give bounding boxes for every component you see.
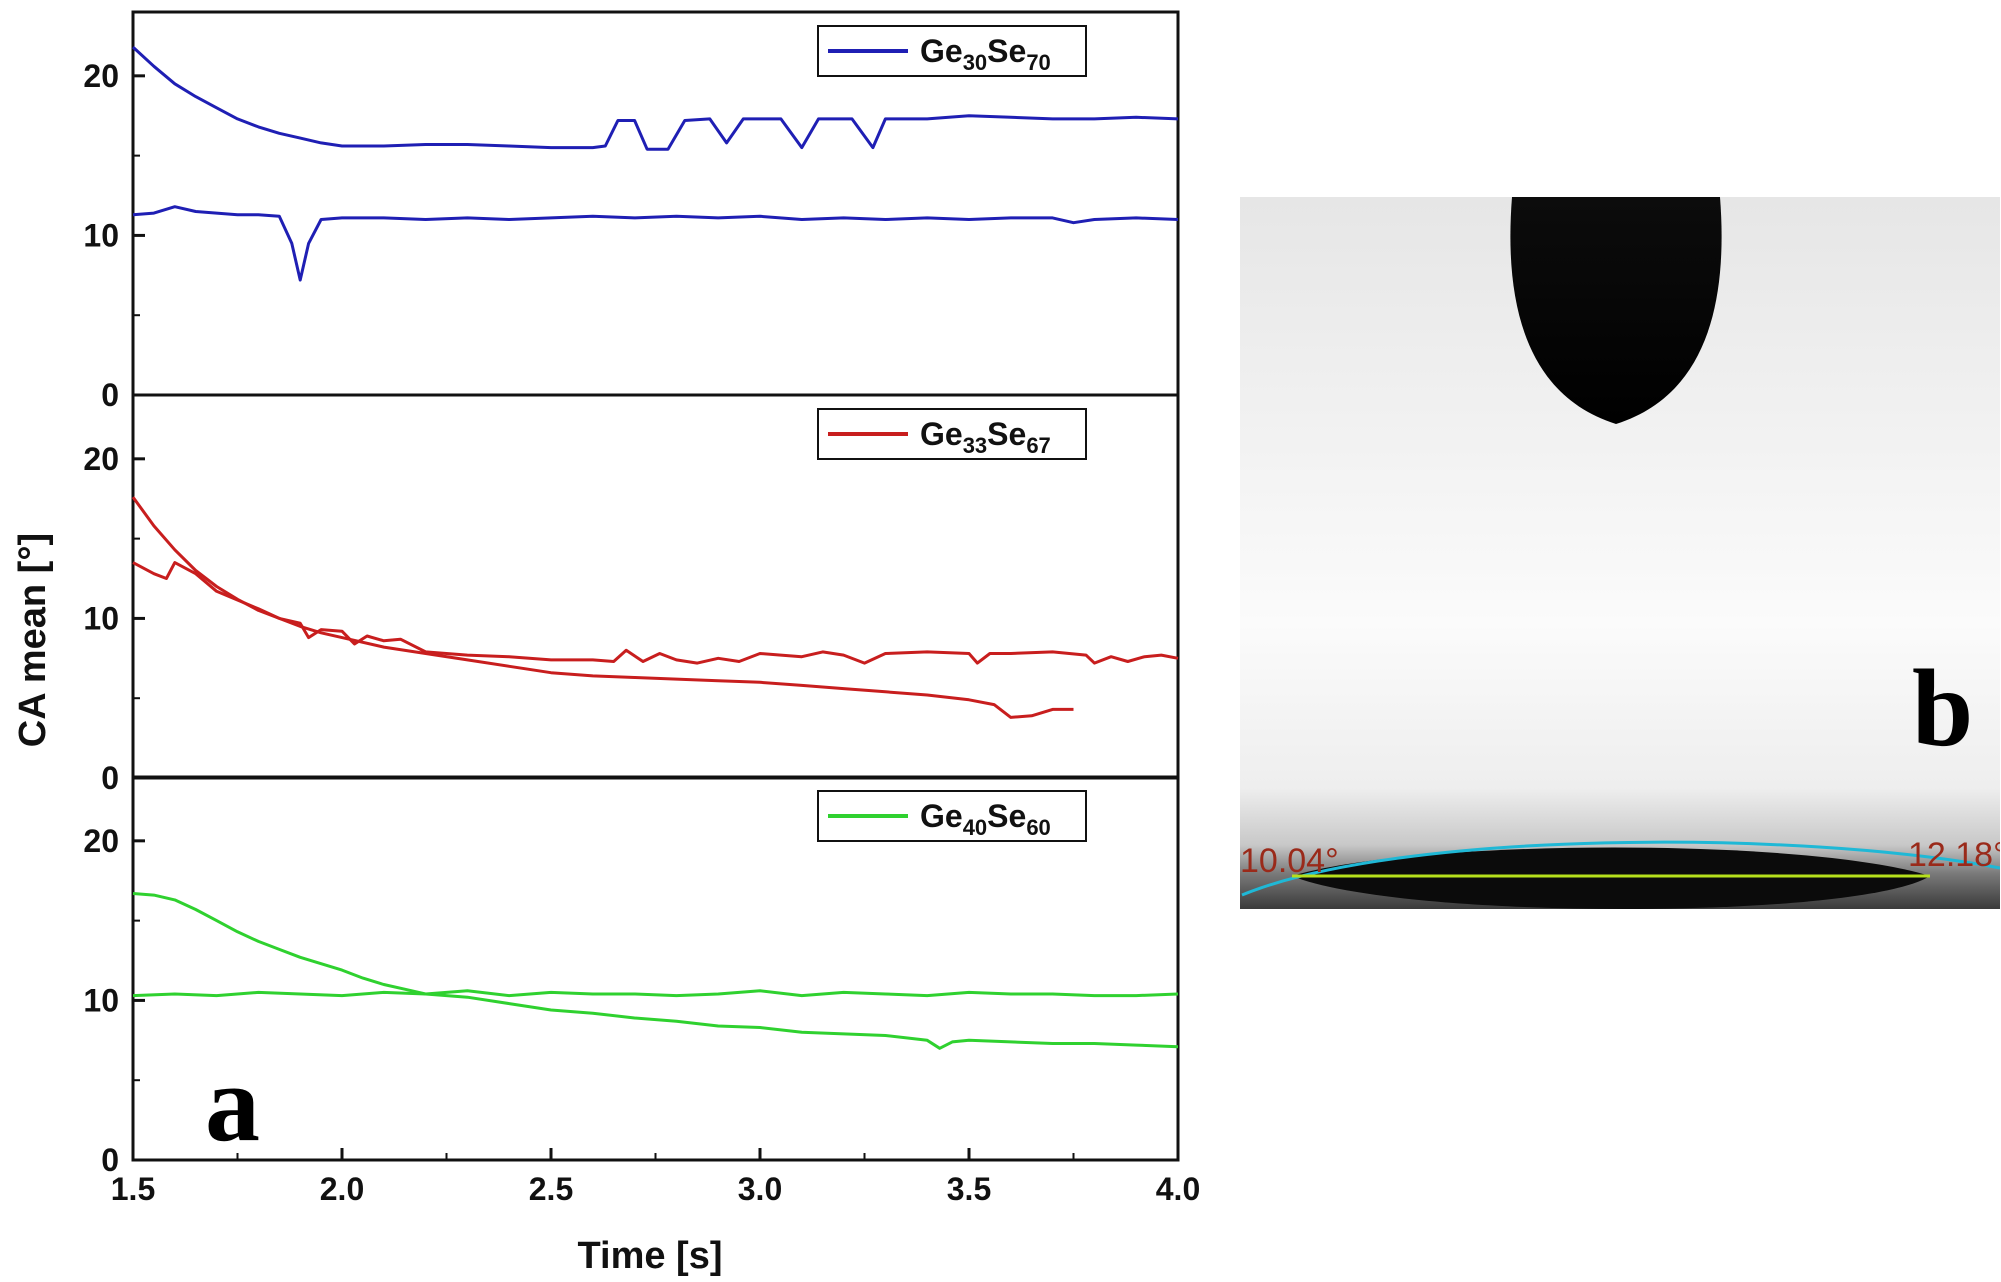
y-tick-label: 0 <box>101 377 119 413</box>
series-line-panel3-1 <box>132 892 1179 1050</box>
panel-label-a: a <box>205 1042 260 1164</box>
x-tick-label: 3.5 <box>947 1171 991 1207</box>
y-tick-label: 0 <box>101 760 119 796</box>
contact-angle-chart: 0 10 20 0 10 20 0 10 20 1.5 2.0 2.5 3.0 3.5 4.0 Ge30Se… <box>12 10 1200 1277</box>
sessile-droplet <box>1292 847 1930 909</box>
needle-droplet <box>1510 197 1722 424</box>
right-contact-angle: 12.18° <box>1908 836 2001 874</box>
droplet-photo: 10.04° 12.18° b <box>1240 197 2001 909</box>
x-tick-label: 2.0 <box>320 1171 364 1207</box>
series-line-panel2-1 <box>131 496 1074 719</box>
y-tick-label: 10 <box>83 982 119 1018</box>
y-tick-label: 0 <box>101 1142 119 1178</box>
left-contact-angle: 10.04° <box>1240 842 1339 880</box>
series-line-panel1-1 <box>131 45 1179 151</box>
legend-label: Ge40Se60 <box>920 798 1051 840</box>
x-axis-title: Time [s] <box>577 1235 722 1277</box>
series-line-panel2-2 <box>132 561 1179 665</box>
series-line-panel1-2 <box>132 205 1179 282</box>
x-tick-label: 2.5 <box>529 1171 573 1207</box>
legend-panel-2: Ge33Se67 <box>817 408 1087 460</box>
legend-panel-3: Ge40Se60 <box>817 790 1087 842</box>
legend-label: Ge33Se67 <box>920 416 1051 458</box>
legend-label: Ge30Se70 <box>920 33 1051 75</box>
fit-curve <box>1241 840 2000 897</box>
y-tick-label: 10 <box>83 217 119 253</box>
legend-panel-1: Ge30Se70 <box>817 25 1087 77</box>
x-tick-label: 4.0 <box>1156 1171 1200 1207</box>
series-line-panel3-2 <box>132 989 1179 998</box>
y-axis-title: CA mean [°] <box>12 533 54 747</box>
y-tick-label: 20 <box>83 441 119 477</box>
x-tick-label: 1.5 <box>111 1171 155 1207</box>
x-tick-label: 3.0 <box>738 1171 782 1207</box>
y-tick-label: 10 <box>83 600 119 636</box>
y-tick-label: 20 <box>83 58 119 94</box>
panel-label-b: b <box>1912 647 1973 769</box>
y-tick-label: 20 <box>83 823 119 859</box>
